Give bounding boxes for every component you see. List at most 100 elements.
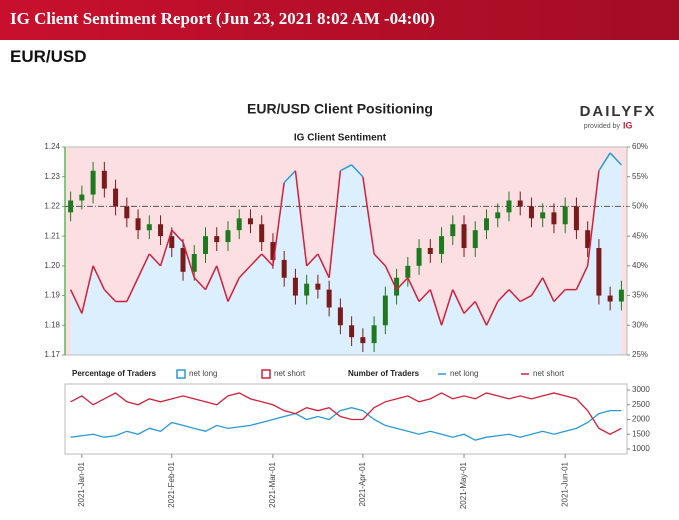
net-long-pct-segment	[294, 170, 308, 266]
candle-body	[371, 325, 377, 344]
candle-body	[540, 212, 546, 219]
candle-body	[146, 224, 152, 231]
net-long-pct-segment	[497, 289, 510, 303]
candle-body	[135, 218, 141, 231]
net-long-pct-segment	[553, 289, 566, 303]
candle-body	[427, 248, 433, 254]
y-tick-label: 1.19	[44, 291, 60, 300]
candle-body	[472, 230, 478, 249]
y2-tick-label: 35%	[632, 291, 648, 300]
candle-body	[90, 170, 96, 195]
y-tick-label: 1.22	[44, 202, 60, 211]
legend-label: net long	[450, 369, 478, 378]
net-long-pct-segment	[249, 253, 263, 267]
candle-body	[270, 242, 276, 260]
candle-body	[484, 218, 489, 231]
logo-tagline: provided by	[584, 123, 621, 130]
net-long-pct-segment	[272, 182, 285, 266]
candle-body	[416, 248, 422, 266]
y3-tick-label: 3000	[632, 385, 650, 394]
y3-tick-label: 2000	[632, 415, 650, 424]
candle-body	[528, 206, 534, 219]
net-long-pct-segment	[159, 229, 173, 267]
net-long-pct-segment	[373, 253, 386, 267]
net-long-pct-segment	[452, 289, 465, 314]
net-long-pct-segment	[575, 265, 589, 290]
candle-body	[79, 194, 85, 201]
candle-body	[461, 224, 467, 249]
y2-tick-label: 45%	[632, 231, 648, 240]
lower-frame	[64, 383, 628, 455]
net-long-pct-segment	[396, 277, 409, 291]
candle-body	[439, 236, 445, 254]
net-long-pct-segment	[463, 300, 476, 314]
legend-swatch	[261, 369, 271, 379]
x-tick-label: 2021-Feb-01	[167, 461, 176, 507]
logo-owner: IG	[623, 120, 633, 130]
net-long-pct-segment	[519, 294, 532, 303]
net-long-pct-segment	[204, 265, 218, 290]
net-long-pct-segment	[609, 152, 622, 166]
x-tick-label: 2021-May-01	[459, 461, 468, 509]
x-tick-label: 2021-Jun-01	[560, 461, 569, 506]
net-long-pct-segment	[148, 253, 162, 267]
candle-body	[236, 218, 242, 231]
net-long-pct-segment	[351, 164, 364, 178]
legend-label: net short	[274, 369, 306, 378]
net-long-pct-segment	[586, 170, 600, 266]
candle-body	[573, 206, 579, 231]
legend-title: Number of Traders	[348, 369, 420, 378]
y2-tick-label: 55%	[632, 172, 648, 181]
candle-body	[551, 212, 557, 225]
net-long-pct-segment	[407, 277, 420, 302]
net-long-pct-segment	[283, 170, 296, 184]
candle-body	[158, 224, 164, 237]
candle-body	[585, 230, 591, 249]
y3-tick-label: 2500	[632, 400, 650, 409]
net-long-pct-segment	[227, 277, 240, 302]
x-tick-label: 2021-Mar-01	[268, 461, 277, 507]
candle-body	[292, 277, 298, 296]
net-long-pct-segment	[340, 164, 352, 172]
chart-subtitle: IG Client Sentiment	[294, 133, 387, 144]
legend-title: Percentage of Traders	[72, 369, 157, 378]
candle-body	[405, 265, 411, 278]
net-long-pct-segment	[598, 152, 611, 172]
net-long-pct-segment	[69, 289, 83, 314]
net-long-pct-segment	[429, 289, 443, 326]
legend-label: net short	[533, 369, 565, 378]
candle-body	[360, 337, 366, 344]
net-long-pct-segment	[440, 289, 454, 326]
net-long-pct-segment	[418, 289, 431, 303]
y2-tick-label: 40%	[632, 261, 648, 270]
candle-body	[495, 212, 501, 219]
candle-body	[191, 253, 197, 272]
net-long-pct-segment	[384, 265, 398, 290]
net-long-pct-segment	[216, 265, 229, 302]
net-long-pct-segment	[530, 277, 544, 296]
y-tick-label: 1.17	[44, 350, 60, 359]
net-long-pct-segment	[137, 253, 150, 279]
net-long-pct-segment	[182, 241, 195, 278]
y2-tick-label: 50%	[632, 202, 648, 211]
candle-body	[203, 236, 208, 254]
y-tick-label: 1.23	[44, 172, 60, 181]
candle-body	[506, 200, 512, 213]
candle-body	[394, 277, 400, 296]
net-long-pct-segment	[362, 176, 375, 255]
y3-tick-label: 1000	[632, 444, 650, 453]
y-tick-label: 1.21	[44, 231, 60, 240]
pair-heading: EUR/USD	[10, 47, 87, 66]
candle-body	[180, 248, 186, 272]
x-tick-label: 2021-Jan-01	[77, 461, 86, 506]
net-long-pct-segment	[92, 265, 106, 290]
candle-body	[382, 295, 388, 326]
legend-label: net long	[189, 369, 217, 378]
candle-body	[214, 236, 220, 243]
net-long-pct-segment	[306, 253, 319, 267]
candle-body	[562, 206, 568, 225]
x-tick-label: 2021-Apr-01	[358, 461, 367, 506]
candle-body	[247, 218, 253, 225]
report-title: IG Client Sentiment Report (Jun 23, 2021…	[10, 9, 435, 28]
y-tick-label: 1.18	[44, 320, 60, 329]
